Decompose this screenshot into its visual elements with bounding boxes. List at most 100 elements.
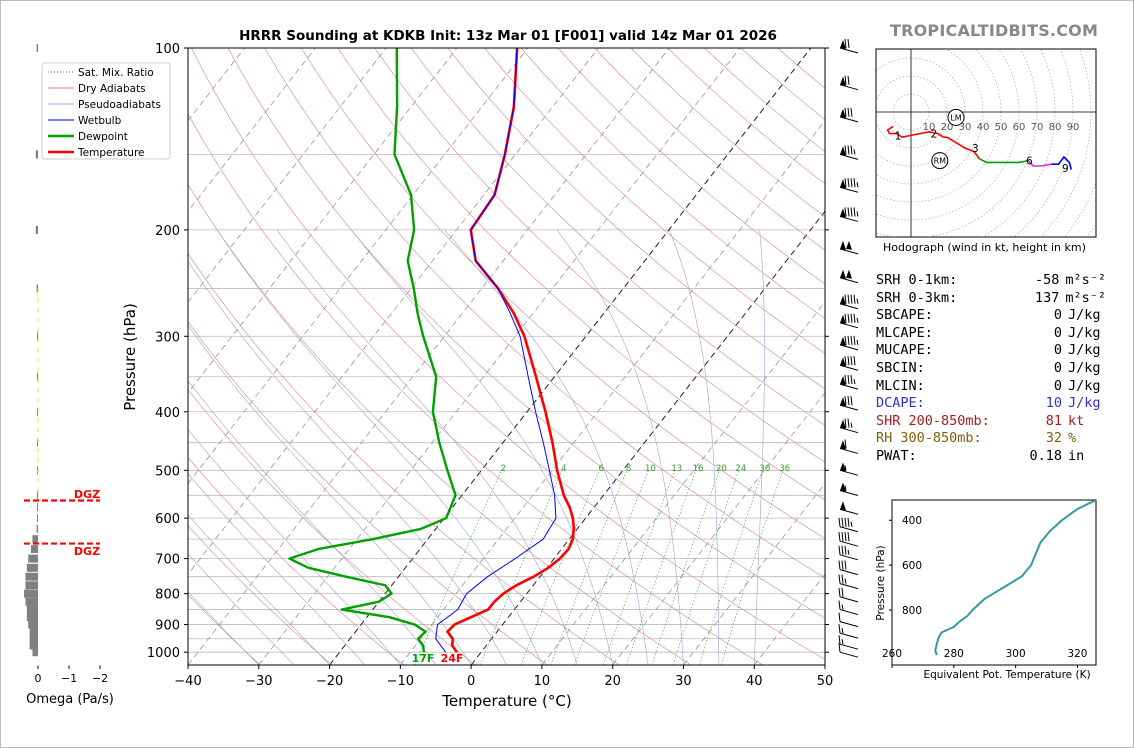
omega-bar [29, 634, 38, 643]
moist-adiabat [188, 591, 260, 665]
barb-staff [839, 153, 859, 160]
wind-barb [839, 240, 859, 255]
omega-bar [28, 554, 38, 563]
barb-staff [839, 447, 859, 454]
theta-x-tick-label: 300 [1006, 648, 1026, 660]
hodo-ring-label: 80 [1049, 122, 1062, 133]
barb-staff [839, 554, 859, 561]
theta-e-line [934, 500, 1096, 656]
wind-barb [839, 501, 859, 515]
hodo-height-label: 9 [1062, 163, 1069, 175]
barb-half [844, 485, 847, 491]
stat-row: MLCAPE: 0 J/kg [876, 325, 1106, 343]
barb-full [844, 532, 847, 542]
hodo-storm-motion-rm [931, 152, 949, 170]
wind-barb [839, 335, 859, 351]
barb-full [838, 560, 841, 570]
barb-full [841, 517, 844, 527]
x-tick-label: 20 [604, 674, 621, 689]
mixing-ratio-label: 16 [693, 464, 704, 474]
barb-staff [839, 469, 859, 476]
hodo-ring-label: 70 [1031, 122, 1044, 133]
stat-unit: % [1068, 430, 1077, 447]
barb-staff [839, 596, 859, 603]
omega-bar [26, 563, 38, 572]
wind-barb [839, 418, 859, 434]
mixing-ratio-line [414, 470, 502, 665]
barb-full [838, 545, 841, 555]
dry-adiabat [447, 48, 825, 390]
stat-row: SRH 0-1km: -58 m²s⁻² [876, 272, 1106, 290]
moist-adiabat [216, 229, 543, 665]
stat-row: MUCAPE: 0 J/kg [876, 342, 1106, 360]
stat-value: 0 [1053, 342, 1062, 359]
omega-x-tick-label: −1 [61, 672, 77, 685]
barb-staff [839, 404, 859, 411]
mixing-ratio-label: 4 [561, 464, 566, 474]
hodograph-caption: Hodograph (wind in kt, height in km) [883, 241, 1086, 254]
barb-full [853, 313, 856, 323]
legend-label: Sat. Mix. Ratio [78, 67, 154, 79]
barb-staff [839, 632, 859, 639]
omega-bar [29, 627, 38, 636]
mixing-ratio-label: 6 [598, 464, 603, 474]
x-tick-label: 0 [467, 674, 475, 689]
barb-pennant [840, 76, 846, 86]
barb-full [841, 574, 844, 584]
wind-barb [838, 545, 859, 561]
x-tick-label: 50 [817, 674, 834, 689]
stat-row: MLCIN: 0 J/kg [876, 378, 1106, 396]
barb-pennant [840, 462, 846, 472]
wind-barbs [838, 38, 859, 658]
stat-unit: kt [1068, 412, 1085, 429]
legend-label: Temperature [77, 147, 145, 159]
barb-staff [839, 490, 859, 496]
wind-barb [839, 207, 859, 222]
dgz-label-bottom: DGZ [74, 545, 100, 558]
barb-staff [839, 569, 859, 576]
barb-full [841, 532, 844, 542]
legend-label: Pseudoadiabats [78, 99, 161, 111]
omega-bar [35, 225, 38, 234]
hodo-ring-label: 40 [977, 122, 990, 133]
omega-bar [32, 648, 38, 657]
dry-adiabat [188, 389, 476, 665]
barb-full [844, 178, 847, 188]
barb-full [850, 207, 853, 217]
y-tick-label: 100 [155, 42, 180, 57]
omega-bar [26, 605, 38, 614]
barb-full [844, 517, 847, 527]
profile-wetbulb [435, 48, 557, 653]
barb-half [850, 422, 853, 428]
barb-full [850, 375, 853, 385]
legend-label: Dewpoint [78, 131, 128, 143]
omega-x-tick-label: 0 [35, 672, 42, 685]
stat-label: SHR 200-850mb: [876, 412, 990, 429]
theta-x-tick-label: 260 [882, 648, 902, 660]
stat-label: MLCIN: [876, 377, 925, 394]
theta-y-tick-label: 600 [902, 560, 922, 572]
stat-value: 137 [1034, 289, 1060, 306]
stat-value: 0 [1053, 359, 1062, 376]
isotherm-line [188, 48, 599, 575]
stat-row: SBCIN: 0 J/kg [876, 360, 1106, 378]
y-tick-label: 400 [155, 406, 180, 421]
barb-half [856, 317, 859, 323]
barb-pennant [840, 295, 846, 305]
barb-full [847, 145, 850, 155]
omega-bar [29, 641, 38, 650]
stat-label: RH 300-850mb: [876, 430, 982, 447]
barb-full [850, 145, 853, 155]
mixing-ratio-line [602, 470, 676, 665]
barb-full [844, 294, 847, 304]
skewt-ylabel: Pressure (hPa) [121, 303, 139, 411]
barb-staff [839, 540, 859, 547]
barb-full [847, 107, 850, 117]
legend-label: Wetbulb [78, 115, 122, 127]
surface-dewpoint-label: 17F [412, 652, 435, 665]
dry-adiabat [191, 48, 825, 660]
moist-adiabat [351, 229, 613, 665]
barb-half [856, 211, 859, 217]
dry-adiabat [301, 48, 825, 539]
mixing-ratio-line [721, 470, 783, 665]
